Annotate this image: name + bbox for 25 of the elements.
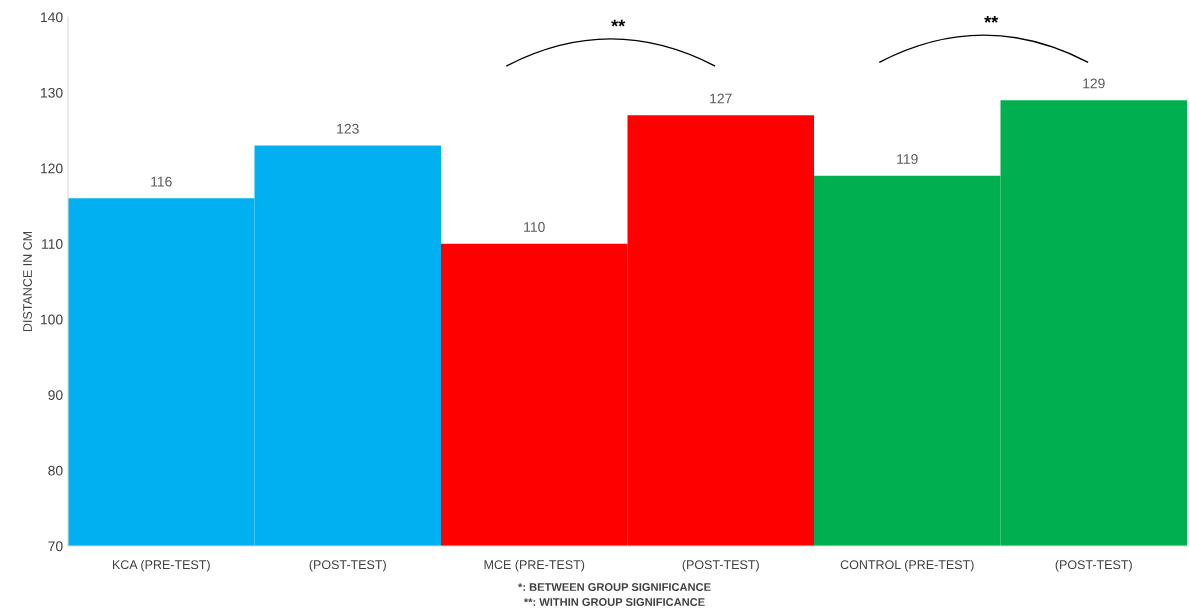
text: *: BETWEEN GROUP SIGNIFICANCE [518,583,711,591]
x-tick-label: (POST-TEST) [682,559,759,572]
y-tick-label: 130 [41,87,63,98]
y-tick-label: 140 [41,12,63,23]
data-label: 110 [524,222,545,232]
y-tick-label: 120 [41,163,63,174]
x-tick-label: CONTROL (PRE-TEST) [840,559,974,572]
x-tick-label: MCE (PRE-TEST) [484,559,585,572]
y-tick-label: 100 [41,314,63,325]
x-tick-label: (POST-TEST) [309,559,386,572]
y-axis-title: DISTANCE IN CM [23,231,32,332]
text: **: WITHIN GROUP SIGNIFICANCE [523,598,705,606]
y-tick-label: 90 [48,390,63,401]
x-tick-label: (POST-TEST) [1055,559,1132,572]
data-label: 119 [897,154,918,164]
annotation: ** [984,15,999,23]
annotation: ** [611,19,626,27]
y-tick-label: 70 [48,541,63,552]
data-label: 116 [151,176,172,187]
x-tick-label: KCA (PRE-TEST) [112,559,210,572]
y-tick-label: 110 [42,239,63,249]
data-label: 123 [337,123,359,134]
data-label: 129 [1083,78,1105,89]
y-tick-label: 80 [48,465,63,476]
data-label: 127 [710,93,732,104]
